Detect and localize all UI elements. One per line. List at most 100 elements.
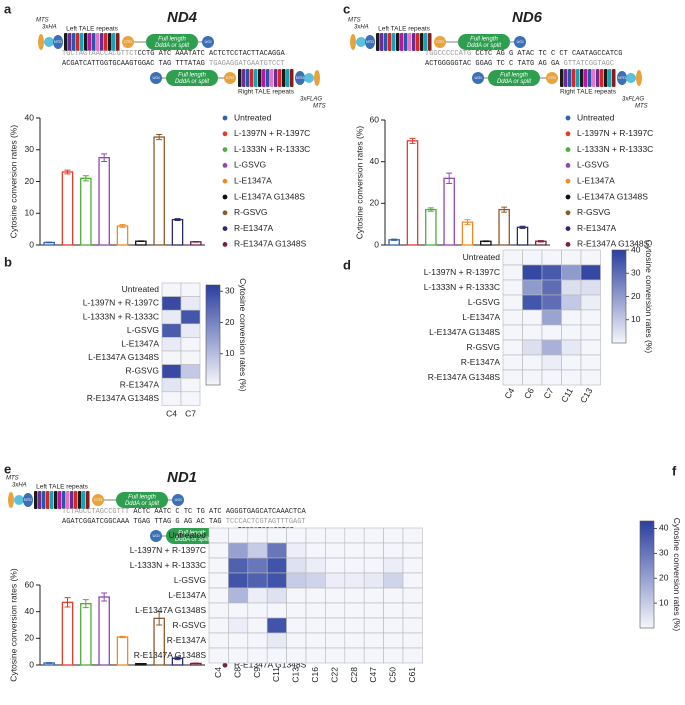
colorbar-tick-label: 10 [225,348,235,358]
tale-repeat [34,491,38,509]
y-tick-label: 60 [370,114,380,124]
sequence-part: TGCTAGTAACCACGTTCT [62,50,138,58]
heat-cell [384,618,403,633]
heat-cell [287,528,306,543]
heat-cell [267,618,286,633]
heat-cell [345,558,364,573]
tale-repeat [270,69,274,87]
colorbar-label: Cytosine conversion rates (%) [672,518,682,632]
heat-cell [364,528,383,543]
heat-cell [162,365,181,379]
heat-cell [345,648,364,663]
mts-label: MTS [6,476,19,482]
bar [426,210,436,245]
y-axis-label: Cytosine conversion rates (%) [8,568,18,682]
heat-cell [306,618,325,633]
heat-cell [384,648,403,663]
heat-cell [162,392,181,406]
tale-repeat [274,69,278,87]
bar [517,227,527,245]
legend-label: L-GSVG [234,160,266,170]
left-repeats-label: Left TALE repeats [36,484,89,491]
heat-cell [228,558,247,573]
heat-cell [248,588,267,603]
tale-repeat [560,69,564,87]
colorbar [612,250,626,343]
heat-cell [325,588,344,603]
heat-cell [209,588,228,603]
sequence-part: TCCCACTCGTAGTTTGAGT [226,518,306,526]
ddda-label: DddA or split [497,79,531,85]
heat-cell [523,340,543,355]
col-label: C22 [329,667,339,683]
tale-repeat [64,33,68,51]
mts [350,34,356,50]
tale-repeat [572,69,576,87]
heat-cell [181,324,200,338]
heat-cell [248,543,267,558]
heat-cell [162,297,181,311]
bar [62,602,72,665]
heat-cell [523,250,543,265]
heat-cell [345,543,364,558]
row-label: Untreated [122,284,160,294]
heat-cell [523,310,543,325]
heat-cell [325,618,344,633]
heat-cell [403,543,422,558]
tale-repeat [66,491,70,509]
left-repeats-label: Left TALE repeats [66,26,119,33]
left-repeats-label: Left TALE repeats [378,26,431,33]
tale-repeat [384,33,388,51]
heat-cell [542,340,562,355]
tale-repeat [428,33,432,51]
heat-cell [581,310,601,325]
heat-cell [523,265,543,280]
error-bar [193,663,199,664]
right-repeats-label: Right TALE repeats [560,89,617,96]
heat-cell [287,543,306,558]
heat-cell [503,355,523,370]
ddda-label: DddA or split [467,43,501,49]
heat-cell [503,265,523,280]
y-tick-label: 20 [25,633,35,643]
row-label: R-E1347A [167,635,207,645]
sequence-part: GGAC TAG TTTATAG [138,60,209,68]
legend-label: R-GSVG [577,207,611,217]
ha-label: 3xHA [12,483,27,489]
heat-cell [228,633,247,648]
heat-cell [523,280,543,295]
heat-cell [248,648,267,663]
heat-cell [228,618,247,633]
tale-repeat [116,33,120,51]
heat-cell [287,558,306,573]
tale-repeat [420,33,424,51]
bar [81,178,91,245]
row-label: L-GSVG [468,297,500,307]
y-axis-label: Cytosine conversion rates (%) [354,126,364,240]
heat-cell [228,648,247,663]
heat-cell [364,618,383,633]
legend-marker [566,147,571,152]
row-label: L-E1347A G1348S [135,605,206,615]
chart-title: ND6 [512,9,543,26]
tale-repeat [54,491,58,509]
heat-cell [306,543,325,558]
tale-repeat [84,33,88,51]
dna-sequence: TCTAGCCTAGCCGTTT ACTC AATC C TC TG ATC A… [62,508,306,516]
col-label: C50 [388,667,398,683]
heat-cell [248,618,267,633]
heat-cell [403,573,422,588]
heat-cell [325,573,344,588]
heat-cell [542,250,562,265]
heat-cell [345,528,364,543]
legend-label: L-1333N + R-1333C [234,144,310,154]
col-label: C7 [541,386,555,401]
dna-sequence: TGCTAGTAACCACGTTCTCCTG ATC AAATATC ACTCT… [62,50,285,58]
heat-cell [503,280,523,295]
heat-cell [325,633,344,648]
legend-label: L-E1347A [577,175,615,185]
heat-cell [403,528,422,543]
col-label: C8 [232,667,242,678]
heat-cell [542,355,562,370]
tale-repeat [282,69,286,87]
